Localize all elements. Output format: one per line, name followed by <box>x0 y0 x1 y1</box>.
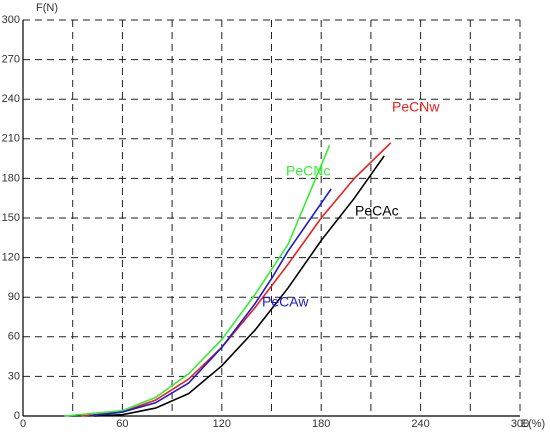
y-tick-label: 30 <box>8 370 20 382</box>
y-tick-label: 300 <box>2 14 20 26</box>
y-tick-label: 120 <box>2 252 20 264</box>
data-line <box>64 145 331 417</box>
x-tick-label: 120 <box>213 418 231 430</box>
x-tick-label: 180 <box>312 418 330 430</box>
y-tick-label: 60 <box>8 331 20 343</box>
series-label: PeCNw <box>392 99 440 115</box>
y-tick-label: 90 <box>8 291 20 303</box>
y-axis-label: F(N) <box>36 2 58 14</box>
x-tick-label: 300 <box>511 418 529 430</box>
x-tick-label: 240 <box>411 418 429 430</box>
x-axis-label: E(%) <box>521 418 545 430</box>
y-tick-label: 0 <box>14 410 20 422</box>
data-line <box>89 188 332 417</box>
series-label: PeCAc <box>355 203 399 219</box>
y-tick-label: 180 <box>2 172 20 184</box>
y-tick-label: 210 <box>2 133 20 145</box>
data-line <box>94 155 385 417</box>
y-tick-label: 150 <box>2 212 20 224</box>
x-tick-label: 60 <box>116 418 128 430</box>
series-label: PeCNc <box>286 163 330 179</box>
y-tick-label: 240 <box>2 93 20 105</box>
x-tick-label: 0 <box>20 418 26 430</box>
data-line <box>80 142 392 417</box>
series-label: PeCAw <box>262 294 309 310</box>
y-tick-label: 270 <box>2 54 20 66</box>
